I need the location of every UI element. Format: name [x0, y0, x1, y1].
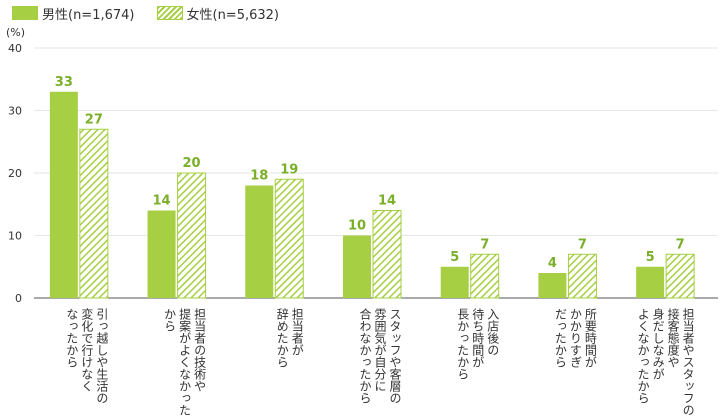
data-label-male-5: 4: [548, 256, 557, 271]
bar-male-2: [245, 185, 274, 298]
legend-label-female: 女性(n=5,632): [186, 7, 280, 23]
data-label-female-3: 14: [378, 194, 396, 209]
legend-swatch-male: [12, 6, 38, 20]
y-tick-label-40: 40: [8, 42, 22, 55]
bar-female-1: [177, 172, 207, 299]
y-tick-label-10: 10: [8, 230, 22, 243]
data-label-male-2: 18: [250, 169, 268, 184]
bar-female-2: [274, 178, 304, 299]
data-label-female-6: 7: [676, 237, 685, 252]
bar-female-0: [79, 128, 109, 299]
bar-male-6: [636, 266, 665, 298]
bar-female-3: [372, 210, 402, 299]
data-label-female-0: 27: [85, 112, 103, 127]
category-label-6: 担当者やスタッフの 接客態度や 身だしなみが よくなかったから: [636, 308, 696, 416]
category-label-2: 担当者が 辞めたから: [275, 308, 305, 368]
data-label-female-2: 19: [280, 162, 298, 177]
bar-male-1: [147, 210, 176, 298]
legend-swatch-female: [156, 6, 183, 20]
data-label-male-3: 10: [348, 219, 366, 234]
category-label-0: 引っ越しや生活の 変化で行けなく なったから: [64, 308, 109, 404]
legend-item-male: 男性(n=1,674): [12, 4, 135, 23]
legend-item-female: 女性(n=5,632): [156, 4, 280, 23]
legend-label-male: 男性(n=1,674): [42, 7, 135, 23]
data-label-female-5: 7: [578, 237, 587, 252]
category-label-4: 入店後の 待ち時間が 長かったから: [455, 308, 500, 380]
y-tick-label-30: 30: [8, 105, 22, 118]
bar-female-4: [470, 253, 500, 299]
data-label-female-4: 7: [480, 237, 489, 252]
data-label-male-6: 5: [646, 250, 655, 265]
y-tick-label-0: 0: [15, 292, 22, 305]
legend: 男性(n=1,674) 女性(n=5,632): [12, 2, 301, 24]
y-tick-label-20: 20: [8, 167, 22, 180]
bar-male-4: [440, 266, 469, 298]
bar-male-3: [343, 235, 371, 298]
data-label-male-0: 33: [55, 75, 73, 90]
data-label-female-1: 20: [183, 156, 201, 171]
category-label-5: 所要時間が かかりすぎ だったから: [553, 308, 598, 368]
bar-male-0: [49, 91, 78, 298]
bar-male-5: [538, 273, 567, 298]
category-label-1: 担当者の技術や 提案がよくなかった から: [162, 308, 207, 416]
data-label-male-4: 5: [450, 250, 459, 265]
category-label-3: スタッフや客層の 雰囲気が自分に 合わなかったから: [358, 308, 402, 404]
y-unit-label: (%): [6, 26, 26, 39]
bar-female-5: [567, 253, 597, 299]
data-label-male-1: 14: [153, 194, 171, 209]
bar-female-6: [665, 253, 695, 299]
